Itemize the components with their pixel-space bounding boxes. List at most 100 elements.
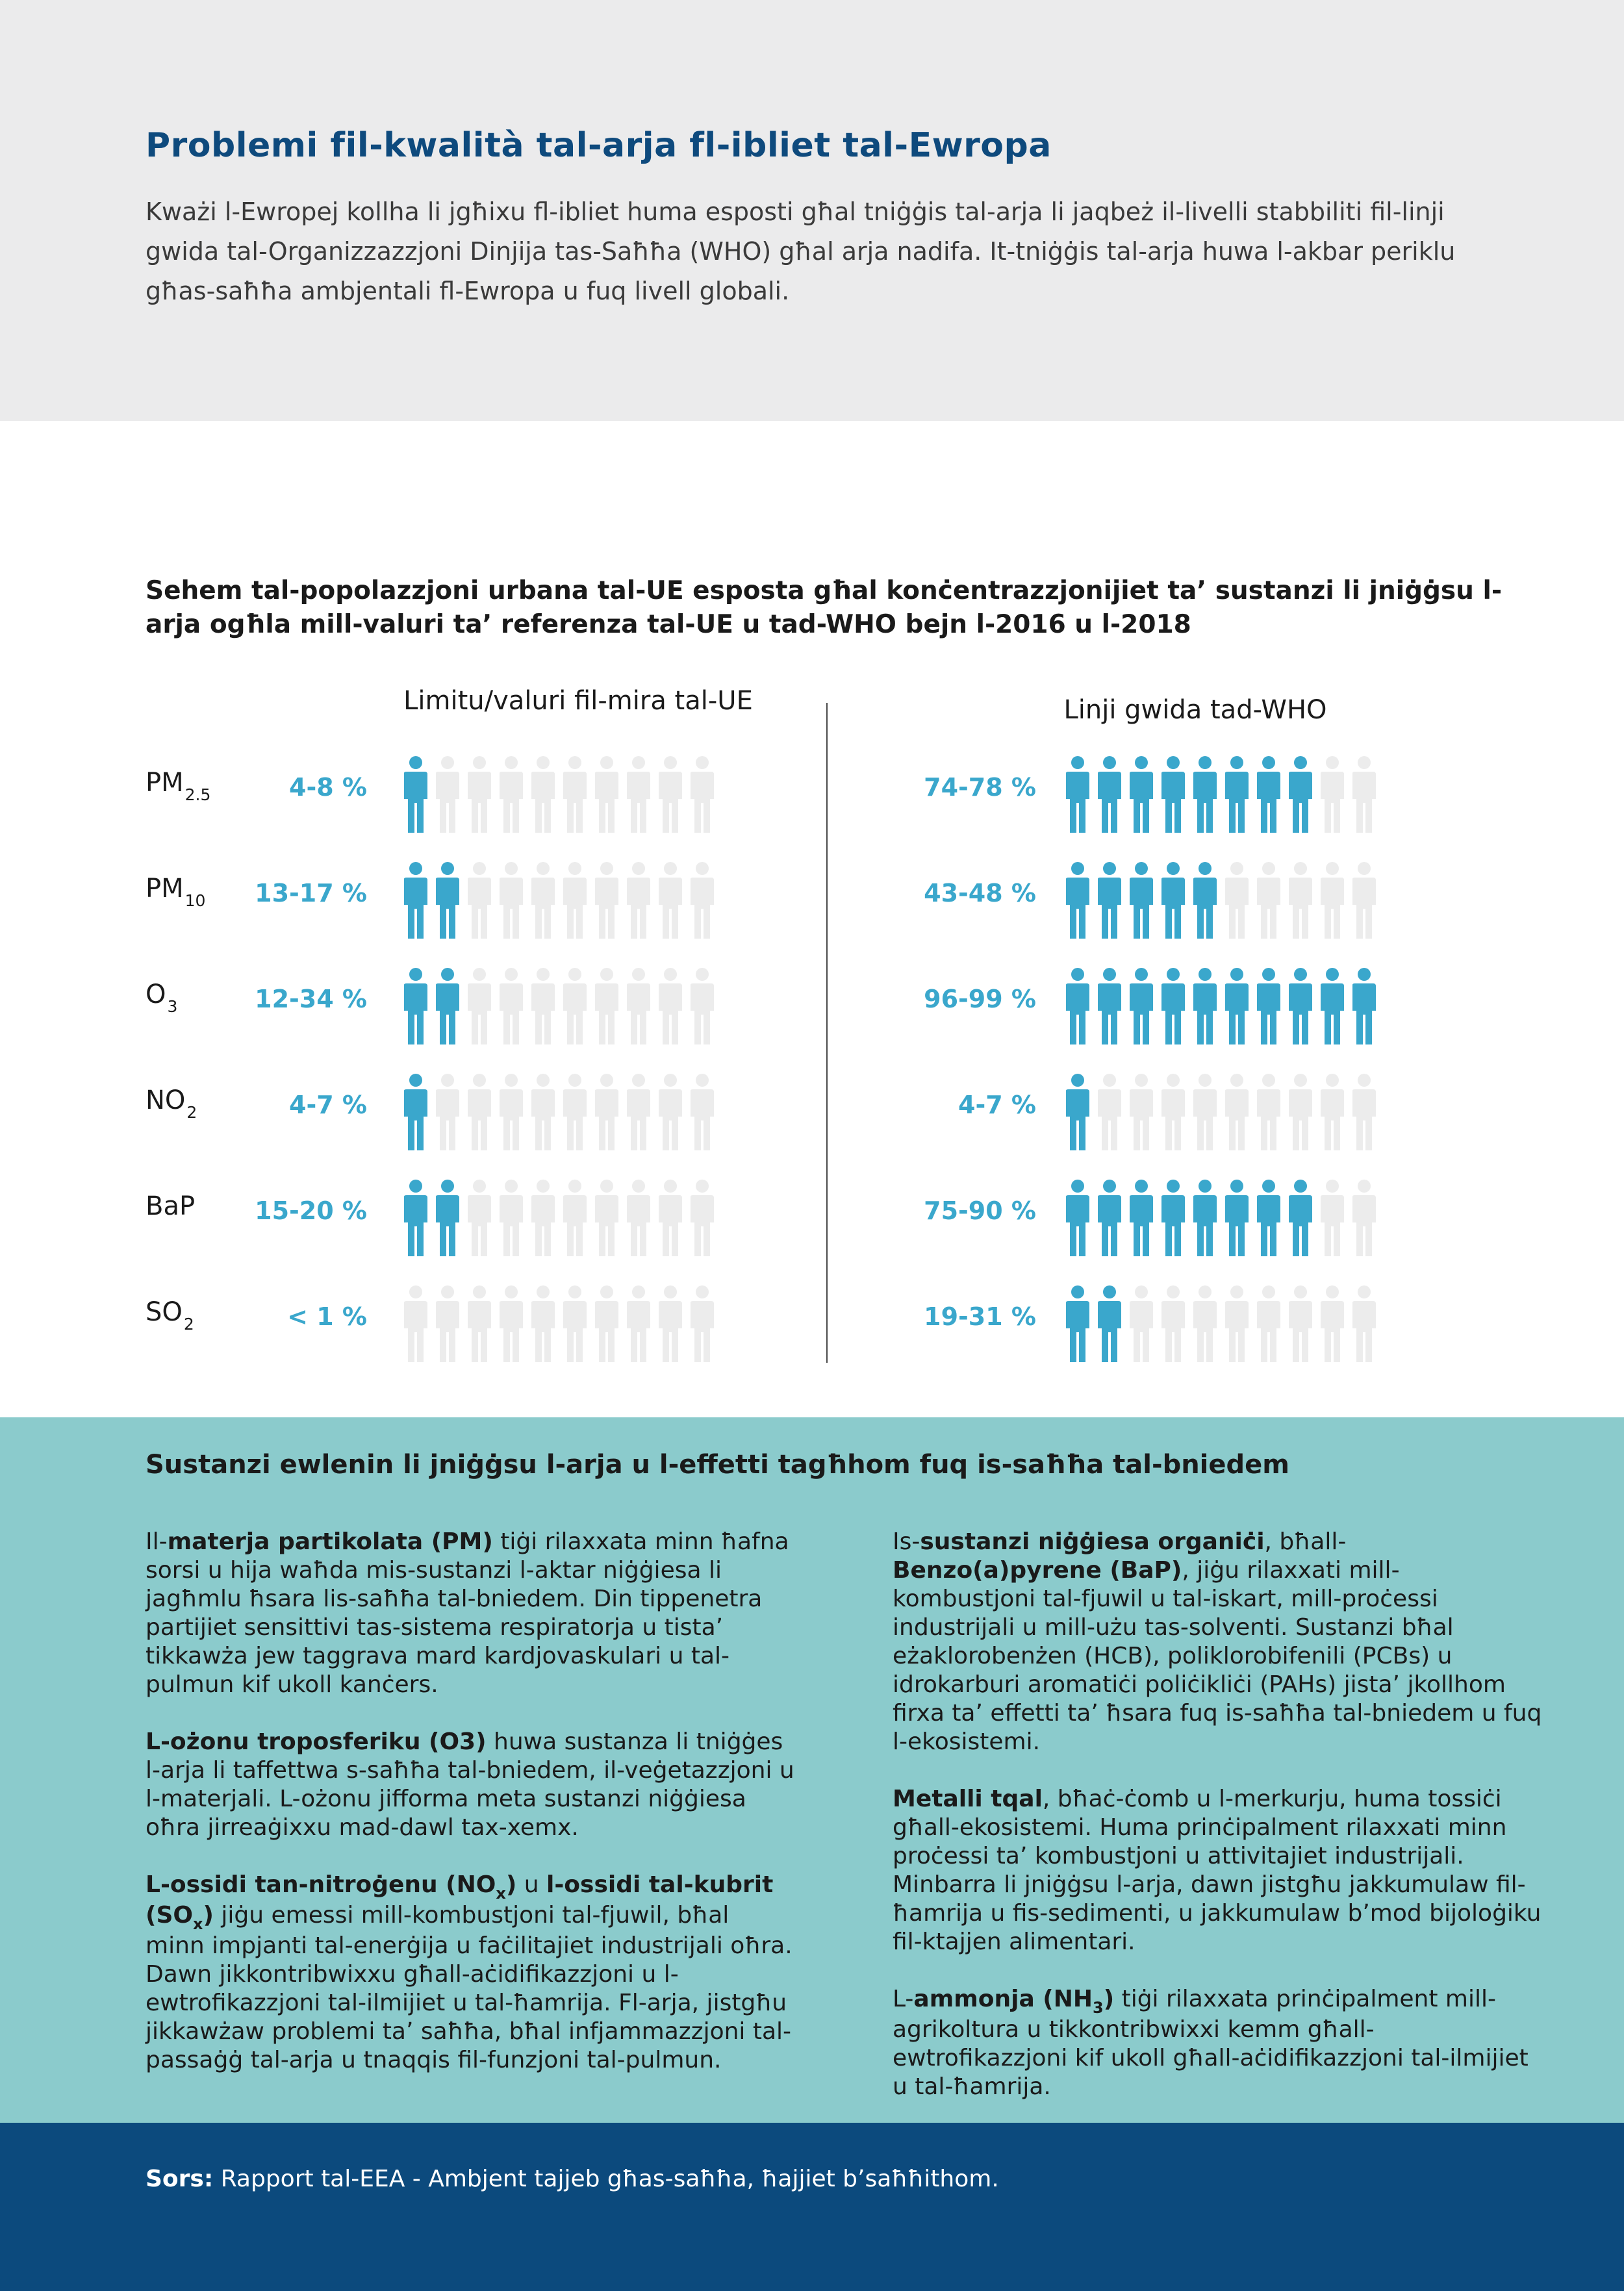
row-pm25-eu-percentage: 4-8 % xyxy=(289,773,367,802)
person-icon-filled xyxy=(1161,756,1185,833)
row-no2-eu-percentage: 4-7 % xyxy=(289,1091,367,1119)
person-icon-empty xyxy=(500,756,523,833)
person-icon-filled xyxy=(1161,862,1185,939)
person-icon-empty xyxy=(468,1285,491,1362)
person-icon-filled xyxy=(1257,968,1280,1044)
person-icon-filled xyxy=(1193,968,1217,1044)
row-so2-label: SO2 xyxy=(146,1297,194,1334)
person-icon-empty xyxy=(1193,1285,1217,1362)
row-no2-who-percentage: 4-7 % xyxy=(958,1091,1036,1119)
person-icon-empty xyxy=(1289,862,1312,939)
person-icon-empty xyxy=(627,756,650,833)
person-icon-empty xyxy=(531,1074,555,1150)
person-icon-empty xyxy=(1321,862,1344,939)
person-icon-empty xyxy=(659,1180,682,1256)
person-icon-empty xyxy=(1257,1074,1280,1150)
person-icon-empty xyxy=(531,1285,555,1362)
person-icon-empty xyxy=(627,968,650,1044)
person-icon-empty xyxy=(1289,1074,1312,1150)
person-icon-filled xyxy=(436,1180,459,1256)
person-icon-empty xyxy=(468,756,491,833)
person-icon-empty xyxy=(691,1285,714,1362)
person-icon-empty xyxy=(1225,1074,1249,1150)
eu-column-heading: Limitu/valuri fil-mira tal-UE xyxy=(403,686,753,716)
person-icon-empty xyxy=(436,1074,459,1150)
person-icon-empty xyxy=(691,862,714,939)
person-icon-filled xyxy=(1161,968,1185,1044)
chart-title: Sehem tal-popolazzjoni urbana tal-UE esp… xyxy=(146,576,1503,639)
person-icon-filled xyxy=(1289,1180,1312,1256)
person-icon-empty xyxy=(563,1074,587,1150)
person-icon-filled xyxy=(1098,1180,1121,1256)
effects-left-column: Il-materja partikolata (PM) tiġi rilaxxa… xyxy=(146,1528,795,2103)
row-o3-eu-percentage: 12-34 % xyxy=(255,985,367,1013)
person-icon-empty xyxy=(691,1180,714,1256)
source-line: Sors: Rapport tal-EEA - Ambjent tajjeb g… xyxy=(146,2166,999,2192)
person-icon-filled xyxy=(1289,756,1312,833)
person-icon-filled xyxy=(1130,968,1153,1044)
person-icon-filled xyxy=(1193,1180,1217,1256)
person-icon-empty xyxy=(595,1285,618,1362)
person-icon-empty xyxy=(1321,1285,1344,1362)
person-icon-empty xyxy=(1352,1074,1376,1150)
person-icon-empty xyxy=(500,1285,523,1362)
person-icon-empty xyxy=(436,756,459,833)
person-icon-empty xyxy=(691,756,714,833)
person-icon-filled xyxy=(1193,862,1217,939)
person-icon-filled xyxy=(1289,968,1312,1044)
person-icon-empty xyxy=(1225,862,1249,939)
row-so2-eu-percentage: < 1 % xyxy=(287,1302,367,1331)
person-icon-empty xyxy=(531,968,555,1044)
person-icon-empty xyxy=(659,1285,682,1362)
person-icon-empty xyxy=(1352,1180,1376,1256)
row-pm10-who-percentage: 43-48 % xyxy=(924,879,1036,907)
person-icon-empty xyxy=(1352,756,1376,833)
person-icon-filled xyxy=(1225,968,1249,1044)
person-icon-filled xyxy=(1130,756,1153,833)
nox-sox-paragraph: L-ossidi tan-nitroġenu (NOx) u l-ossidi … xyxy=(146,1871,793,2073)
person-icon-filled xyxy=(404,862,427,939)
person-icon-filled xyxy=(1098,1285,1121,1362)
person-icon-empty xyxy=(1321,1074,1344,1150)
person-icon-empty xyxy=(627,1180,650,1256)
organic-pollutants-paragraph: Is-sustanzi niġġiesa organiċi, bħall-Ben… xyxy=(893,1528,1542,1755)
person-icon-empty xyxy=(1130,1074,1153,1150)
person-icon-empty xyxy=(500,862,523,939)
person-icon-empty xyxy=(1161,1285,1185,1362)
person-icon-filled xyxy=(436,862,459,939)
row-o3-label: O3 xyxy=(146,980,178,1016)
person-icon-empty xyxy=(595,756,618,833)
row-pm25-label: PM2.5 xyxy=(146,768,211,804)
effects-band xyxy=(0,1417,1624,2123)
effects-title: Sustanzi ewlenin li jniġġsu l-arja u l-e… xyxy=(146,1450,1289,1480)
row-bap-eu-percentage: 15-20 % xyxy=(255,1196,367,1225)
row-pm25-who-percentage: 74-78 % xyxy=(924,773,1036,802)
person-icon-filled xyxy=(436,968,459,1044)
person-icon-empty xyxy=(659,756,682,833)
person-icon-filled xyxy=(1161,1180,1185,1256)
person-icon-empty xyxy=(404,1285,427,1362)
header-band xyxy=(0,0,1624,421)
person-icon-filled xyxy=(1098,862,1121,939)
ammonia-paragraph: L-ammonja (NH3) tiġi rilaxxata prinċipal… xyxy=(893,1986,1529,2100)
person-icon-empty xyxy=(563,968,587,1044)
person-icon-filled xyxy=(1066,1180,1089,1256)
person-icon-filled xyxy=(1098,968,1121,1044)
ozone-paragraph: L-ożonu troposferiku (O3) huwa sustanza … xyxy=(146,1728,794,1841)
row-bap-who-percentage: 75-90 % xyxy=(924,1196,1036,1225)
person-icon-filled xyxy=(1257,1180,1280,1256)
person-icon-empty xyxy=(563,756,587,833)
person-icon-empty xyxy=(1352,1285,1376,1362)
intro-paragraph: Kważi l-Ewropej kollha li jgħixu fl-ibli… xyxy=(146,197,1456,305)
person-icon-filled xyxy=(404,968,427,1044)
pm-paragraph: Il-materja partikolata (PM) tiġi rilaxxa… xyxy=(146,1528,789,1698)
person-icon-filled xyxy=(1066,1074,1089,1150)
person-icon-filled xyxy=(1321,968,1344,1044)
person-icon-empty xyxy=(436,1285,459,1362)
person-icon-empty xyxy=(659,1074,682,1150)
row-pm10-label: PM10 xyxy=(146,874,206,910)
person-icon-filled xyxy=(1066,1285,1089,1362)
person-icon-empty xyxy=(595,1074,618,1150)
person-icon-filled xyxy=(1098,756,1121,833)
person-icon-empty xyxy=(691,1074,714,1150)
